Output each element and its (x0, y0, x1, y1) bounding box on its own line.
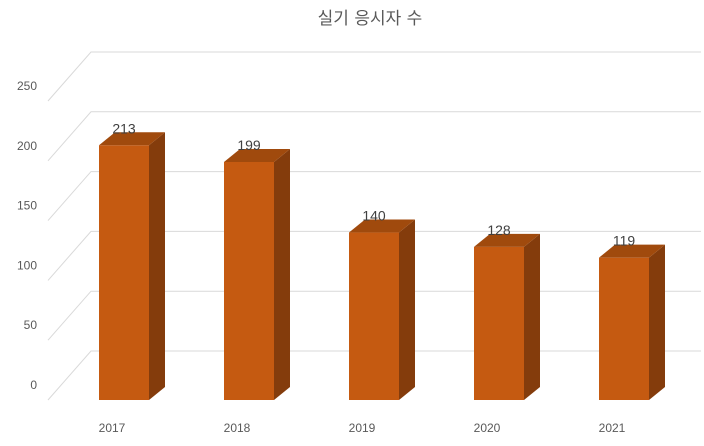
bar (99, 145, 149, 400)
bar-top (599, 244, 665, 258)
bar-side (524, 233, 540, 400)
bar-top (474, 233, 540, 247)
x-axis-ticks: 2017 2018 2019 2020 2021 (99, 421, 626, 435)
gridline (47, 51, 701, 102)
chart-title: 실기 응시자 수 (318, 9, 423, 29)
y-tick-label: 50 (24, 318, 38, 332)
y-tick-label: 150 (17, 199, 37, 213)
x-tick-label: 2021 (599, 421, 626, 435)
gridline (47, 111, 701, 162)
data-label: 199 (237, 137, 261, 153)
gridline (47, 230, 701, 281)
x-tick-label: 2018 (224, 421, 251, 435)
bar-side (274, 148, 290, 400)
bar-side (149, 132, 165, 400)
bar (599, 257, 649, 400)
bar-top (99, 132, 165, 146)
y-tick-label: 0 (30, 378, 37, 392)
bar-top (224, 148, 290, 162)
x-tick-label: 2020 (474, 421, 501, 435)
y-tick-label: 100 (17, 258, 37, 272)
y-tick-label: 250 (17, 79, 37, 93)
data-label: 140 (362, 208, 386, 224)
y-axis-ticks: 0 50 100 150 200 250 (17, 79, 37, 392)
data-label: 119 (613, 233, 636, 249)
bar-top (349, 219, 415, 233)
x-tick-label: 2017 (99, 421, 126, 435)
bars: 213 199 140 128 119 (99, 120, 665, 400)
data-label: 213 (112, 120, 136, 136)
bar-side (399, 219, 415, 400)
bar (224, 161, 274, 400)
y-tick-label: 200 (17, 139, 37, 153)
bar (474, 246, 524, 400)
data-label: 128 (487, 222, 511, 238)
bar-side (649, 244, 665, 400)
x-tick-label: 2019 (349, 421, 376, 435)
gridline (47, 171, 701, 221)
bar (349, 232, 399, 400)
